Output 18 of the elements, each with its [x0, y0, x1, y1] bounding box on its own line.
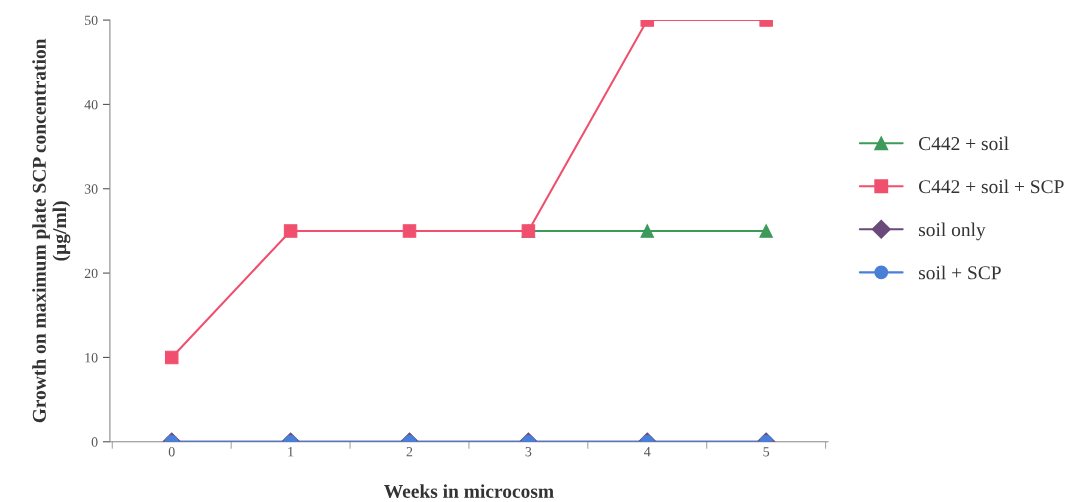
y-tick-label: 50: [85, 15, 98, 26]
y-tick-label: 40: [84, 100, 98, 110]
x-tick-label: 0: [168, 447, 175, 457]
legend-label: C442 + soil + SCP: [918, 179, 1064, 194]
y-tick-label: 20: [84, 268, 98, 279]
x-tick-label: 3: [525, 447, 532, 457]
x-tick-label: 4: [644, 447, 651, 457]
legend-label: C442 + soil: [918, 136, 1009, 151]
x-tick-label: 5: [763, 447, 770, 457]
x-tick-label: 1: [288, 447, 294, 457]
legend-label: soil only: [918, 222, 986, 241]
y-tick-label: 10: [85, 353, 98, 363]
y-tick-label: 0: [91, 437, 98, 447]
y-tick-label: 30: [84, 184, 98, 194]
x-axis-title: Weeks in microcosm: [384, 484, 554, 498]
x-tick-label: 2: [406, 447, 413, 457]
y-axis-title: Growth on maximum plate SCP concentration (µg/ml): [32, 38, 71, 423]
legend-label: soil + SCP: [918, 265, 1001, 280]
